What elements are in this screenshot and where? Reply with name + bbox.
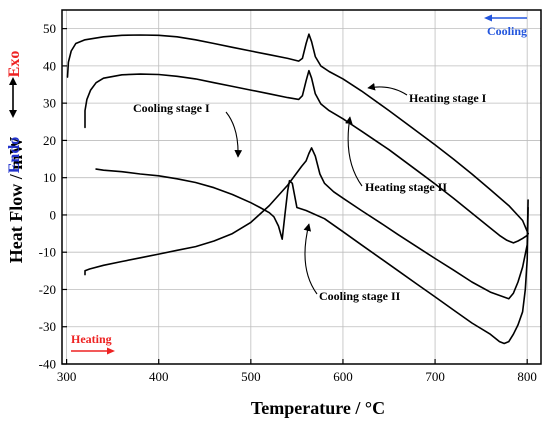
- annotation-arrow-heating-stage-1: [367, 82, 408, 96]
- annotation-cooling-stage-1: Cooling stage I: [133, 101, 210, 115]
- x-tick-label: 500: [241, 369, 261, 384]
- y-tick-label: -40: [39, 357, 56, 372]
- y-tick-label: -30: [39, 319, 56, 334]
- y-tick-label: 10: [43, 170, 56, 185]
- cooling-label: Cooling: [487, 24, 527, 38]
- annotation-arrow-cooling-stage-2: [303, 223, 318, 295]
- plot-frame: [61, 9, 542, 365]
- x-tick-label: 800: [517, 369, 537, 384]
- exo-endo-arrow-icon: [9, 77, 17, 118]
- y-tick-label: 0: [50, 207, 57, 222]
- y-tick-label: -10: [39, 245, 56, 260]
- x-tick-label: 700: [425, 369, 445, 384]
- x-tick-label: 300: [57, 369, 77, 384]
- series-line-2: [84, 147, 529, 300]
- endo-label: Endo: [6, 137, 23, 173]
- annotation-cooling-stage-2: Cooling stage II: [319, 289, 401, 303]
- annotation-heating-stage-2: Heating stage II: [365, 180, 447, 194]
- y-tick-label: 30: [43, 96, 56, 111]
- annotation-arrow-cooling-stage-1: [225, 111, 243, 158]
- heating-direction-arrow-icon: [71, 347, 115, 355]
- annotation-arrow-heating-stage-2: [345, 116, 363, 187]
- x-tick-label: 400: [149, 369, 169, 384]
- annotation-heating-stage-1: Heating stage I: [409, 91, 487, 105]
- heating-label: Heating: [71, 332, 112, 346]
- y-tick-label: -20: [39, 282, 56, 297]
- x-tick-label: 600: [333, 369, 353, 384]
- series-line-4: [95, 168, 529, 345]
- series-line-1: [66, 33, 529, 235]
- y-axis-label: Heat Flow / mW: [6, 137, 26, 263]
- y-tick-label: 50: [43, 21, 56, 36]
- y-tick-label: 40: [43, 58, 56, 73]
- grid: [62, 10, 541, 365]
- exo-label: Exo: [6, 51, 23, 78]
- cooling-direction-arrow-icon: [484, 14, 527, 22]
- y-tick-label: 20: [43, 133, 56, 148]
- series-line-3: [84, 69, 529, 244]
- series-group: [66, 33, 529, 345]
- x-axis-label: Temperature / °C: [251, 398, 385, 418]
- axis-ticks: 300 400 500 600 700 800 -40 -30 -20 -10 0 10 20 30 40 5…: [39, 21, 537, 384]
